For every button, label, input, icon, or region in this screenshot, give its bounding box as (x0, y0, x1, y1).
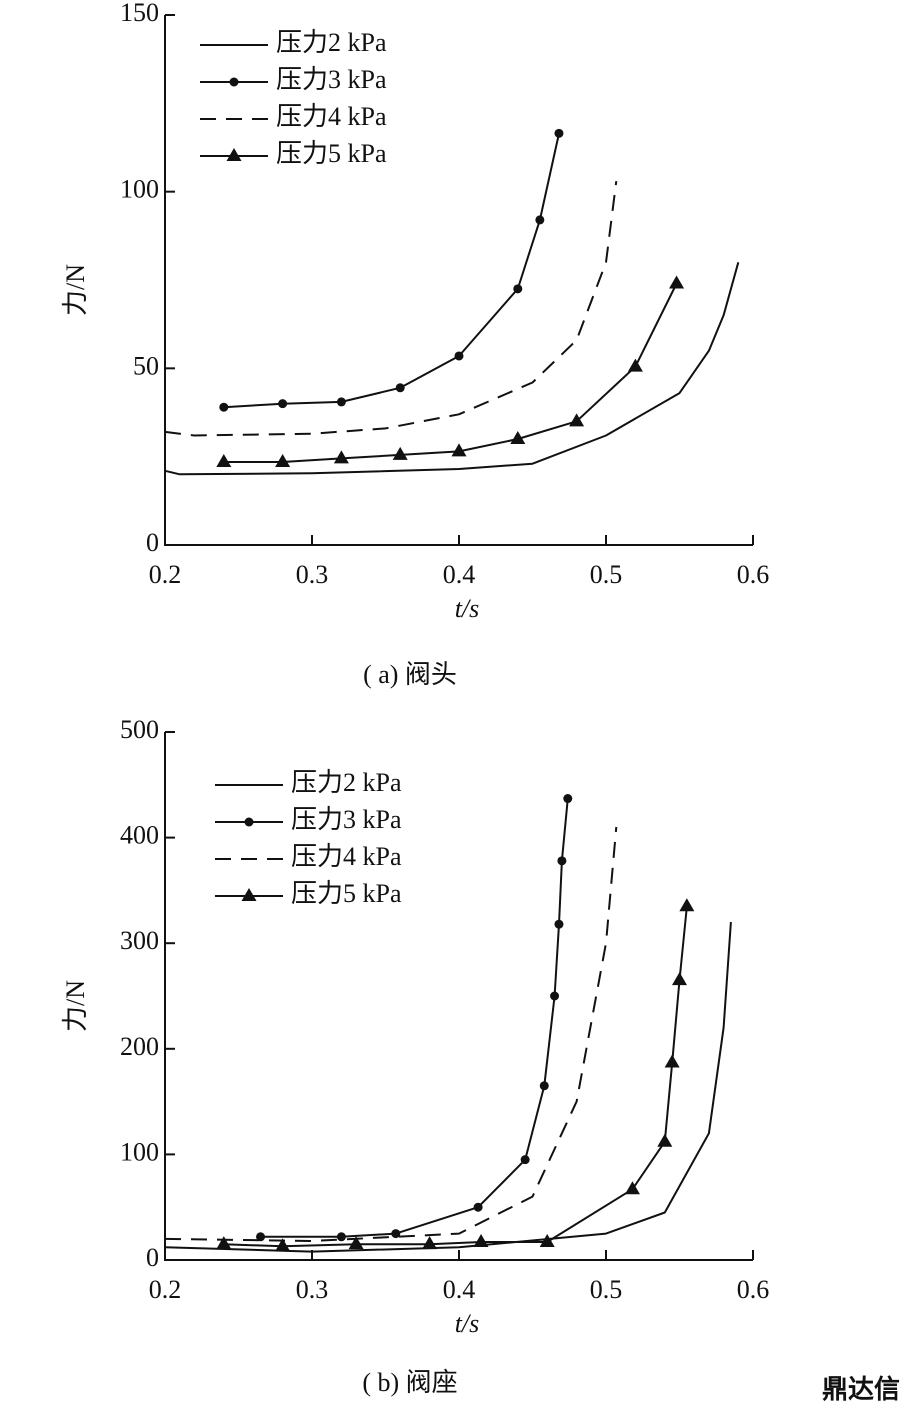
x-axis-label: t/s (455, 594, 480, 623)
caption: ( a) 阀头 (363, 660, 457, 689)
marker (554, 128, 564, 138)
x-tick-label: 0.4 (443, 1275, 476, 1304)
marker (333, 450, 349, 464)
marker (454, 351, 464, 361)
legend-label: 压力4 kPa (291, 842, 402, 871)
marker (550, 991, 560, 1001)
watermark: 鼎达信 (822, 1375, 900, 1404)
marker (229, 77, 239, 87)
y-tick-label: 0 (146, 528, 159, 557)
y-tick-label: 150 (120, 0, 159, 27)
legend-label: 压力4 kPa (276, 102, 387, 131)
y-tick-label: 50 (133, 351, 159, 380)
legend-label: 压力5 kPa (276, 139, 387, 168)
y-tick-label: 0 (146, 1243, 159, 1272)
marker (219, 402, 229, 412)
marker (557, 856, 567, 866)
marker (473, 1202, 483, 1212)
series-line (164, 180, 618, 437)
y-tick-label: 300 (120, 926, 159, 955)
legend-label: 压力3 kPa (276, 65, 387, 94)
marker (336, 397, 346, 407)
axes (164, 15, 753, 546)
marker (391, 1229, 401, 1239)
x-tick-label: 0.3 (296, 560, 329, 589)
x-tick-label: 0.3 (296, 1275, 329, 1304)
marker (624, 1181, 640, 1195)
marker (664, 1054, 680, 1068)
series-line (164, 262, 740, 476)
x-tick-label: 0.6 (737, 560, 770, 589)
x-tick-label: 0.5 (590, 1275, 623, 1304)
y-axis-label: 力/N (61, 264, 90, 316)
y-tick-label: 400 (120, 821, 159, 850)
marker (473, 1234, 489, 1248)
legend-label: 压力3 kPa (291, 805, 402, 834)
x-tick-label: 0.5 (590, 560, 623, 589)
x-tick-label: 0.6 (737, 1275, 770, 1304)
y-tick-label: 200 (120, 1032, 159, 1061)
axes (164, 732, 753, 1261)
series-line (260, 798, 569, 1238)
marker (539, 1234, 555, 1248)
marker (451, 443, 467, 457)
marker (510, 431, 526, 444)
y-tick-label: 100 (120, 1137, 159, 1166)
marker (513, 284, 523, 294)
marker (627, 358, 643, 372)
caption: ( b) 阀座 (362, 1368, 457, 1397)
marker (348, 1236, 364, 1250)
x-tick-label: 0.4 (443, 560, 476, 589)
legend-label: 压力5 kPa (291, 879, 402, 908)
marker (216, 1236, 232, 1250)
marker (226, 148, 242, 161)
y-axis-label: 力/N (61, 980, 90, 1032)
x-tick-label: 0.2 (149, 560, 182, 589)
x-tick-label: 0.2 (149, 1275, 182, 1304)
marker (275, 453, 291, 467)
y-tick-label: 500 (120, 715, 159, 744)
marker (241, 888, 257, 901)
marker (679, 898, 695, 912)
marker (422, 1236, 438, 1250)
marker (336, 1232, 346, 1242)
marker (554, 919, 564, 929)
series-line (223, 133, 560, 409)
marker (539, 1081, 549, 1091)
marker (275, 1238, 291, 1252)
marker (672, 972, 687, 986)
legend-label: 压力2 kPa (276, 28, 387, 57)
series-line (223, 906, 688, 1248)
marker (535, 215, 545, 225)
marker (216, 453, 232, 467)
x-axis-label: t/s (455, 1309, 480, 1338)
marker (569, 413, 585, 427)
series-line (164, 922, 732, 1253)
marker (657, 1133, 673, 1147)
marker (395, 383, 405, 393)
marker (256, 1232, 266, 1242)
marker (669, 275, 685, 289)
marker (278, 399, 288, 409)
marker (392, 446, 408, 460)
y-tick-label: 100 (120, 175, 159, 204)
marker (563, 794, 573, 804)
marker (520, 1155, 530, 1165)
series-line (164, 826, 618, 1242)
legend-label: 压力2 kPa (291, 768, 402, 797)
series-line (223, 283, 678, 463)
marker (244, 817, 254, 827)
